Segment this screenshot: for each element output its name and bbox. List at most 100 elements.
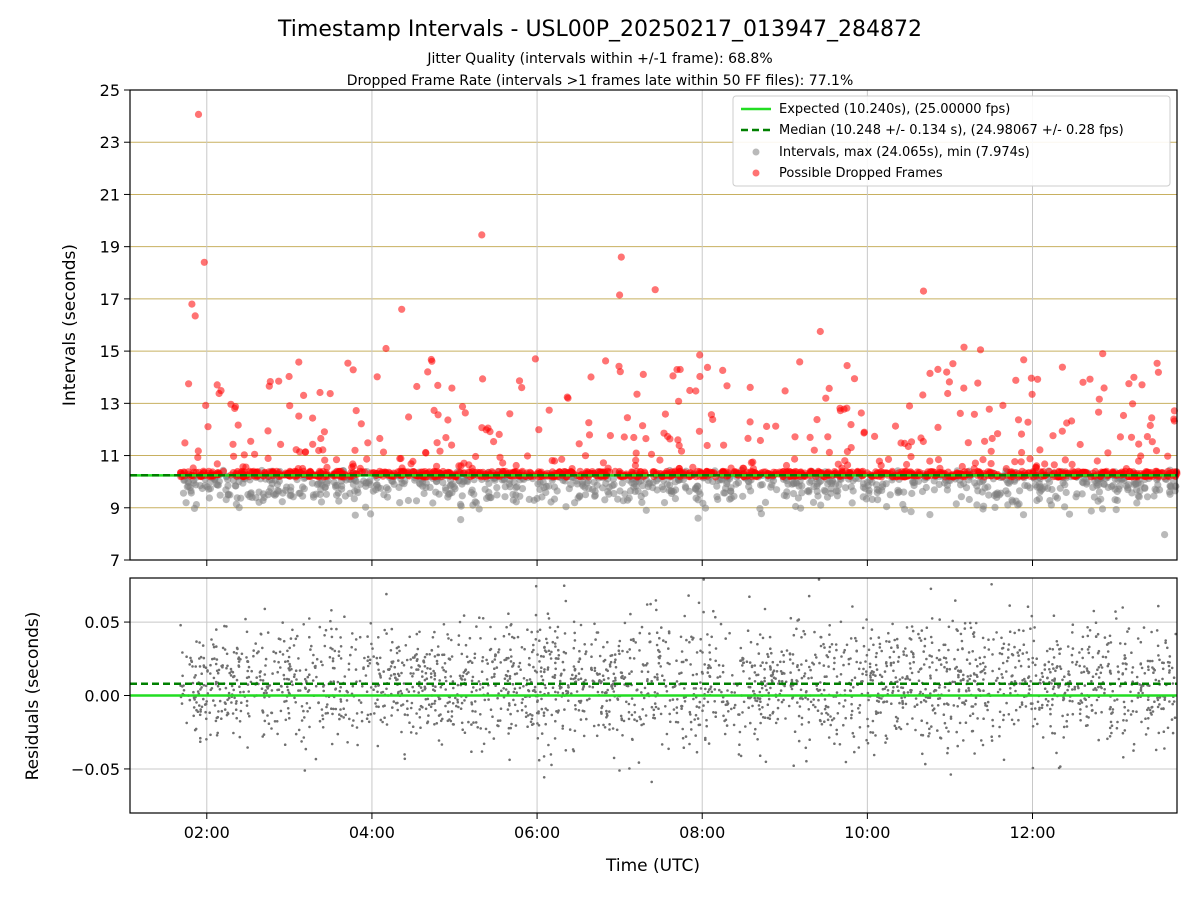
residual-point <box>947 689 951 692</box>
residual-point <box>345 699 349 702</box>
residual-point <box>876 711 880 715</box>
dropped-frame-point <box>1058 427 1066 435</box>
residual-point <box>499 661 503 664</box>
residual-point <box>826 705 830 709</box>
residual-point <box>305 702 309 705</box>
residual-point <box>443 662 447 665</box>
interval-point <box>745 483 753 491</box>
residual-point <box>330 635 334 639</box>
residual-point <box>618 639 622 643</box>
dropped-frame-point <box>1041 460 1049 468</box>
residual-point <box>369 622 373 625</box>
dropped-frame-point <box>676 365 684 374</box>
residual-point <box>667 747 670 751</box>
residual-point <box>470 750 473 753</box>
dropped-frame-point <box>987 447 995 455</box>
residual-point <box>857 667 861 671</box>
residual-point <box>919 639 923 642</box>
residual-point <box>612 672 616 676</box>
residual-point <box>393 665 397 669</box>
interval-point <box>1016 487 1024 495</box>
residual-point <box>263 673 267 676</box>
residual-point <box>360 719 364 723</box>
residual-point <box>470 679 474 683</box>
residual-point <box>855 660 858 664</box>
residual-point <box>901 706 905 709</box>
residual-point <box>998 652 1002 655</box>
interval-point <box>429 499 437 507</box>
residual-point <box>622 719 626 723</box>
residual-point <box>951 619 954 623</box>
residual-point <box>464 643 468 647</box>
interval-point <box>472 499 480 507</box>
residual-point <box>613 660 617 664</box>
dropped-frame-point <box>523 452 532 460</box>
residual-point <box>478 616 481 619</box>
residual-point <box>979 670 982 674</box>
residual-point <box>285 699 288 703</box>
dropped-frame-point <box>1068 417 1076 425</box>
residual-point <box>830 643 834 646</box>
residual-point <box>865 670 868 673</box>
residual-point <box>865 673 868 677</box>
residual-point <box>554 657 558 660</box>
residual-point <box>540 675 543 678</box>
residual-point <box>679 635 683 639</box>
residual-point <box>1077 702 1080 705</box>
residual-point <box>644 714 648 717</box>
residual-point <box>553 673 557 677</box>
residual-point <box>853 750 856 754</box>
interval-point <box>835 481 843 489</box>
residual-point <box>964 689 968 692</box>
residual-point <box>577 660 580 663</box>
residual-point <box>424 687 427 690</box>
residual-point <box>193 698 196 701</box>
residual-point <box>732 723 736 727</box>
residual-point <box>898 726 901 729</box>
residual-point <box>582 734 586 738</box>
residual-point <box>239 658 242 661</box>
interval-point <box>374 483 382 492</box>
residual-point <box>750 664 754 668</box>
residual-point <box>322 685 325 688</box>
residual-point <box>866 691 870 695</box>
residual-point <box>539 690 542 694</box>
residual-point <box>954 667 957 670</box>
interval-point <box>187 489 195 497</box>
dropped-frame-point <box>1122 465 1130 473</box>
residual-point <box>1156 705 1160 709</box>
residual-point <box>830 718 834 722</box>
residual-point <box>796 701 799 704</box>
residual-point <box>908 678 912 682</box>
residual-point <box>880 675 884 678</box>
residual-point <box>922 663 926 666</box>
residual-point <box>906 691 910 694</box>
residual-point <box>224 702 227 705</box>
residual-point <box>640 625 644 629</box>
residual-point <box>769 674 773 677</box>
residual-point <box>358 635 362 639</box>
dropped-frame-point <box>692 387 700 395</box>
residual-point <box>742 700 746 704</box>
residual-point <box>575 690 579 693</box>
residual-point <box>732 682 736 686</box>
dropped-frame-point <box>558 455 566 463</box>
dropped-frame-point <box>1050 461 1058 469</box>
residual-point <box>563 632 567 635</box>
residual-point <box>1170 718 1174 721</box>
residual-point <box>266 714 269 717</box>
residual-point <box>766 703 770 706</box>
residual-point <box>450 655 454 658</box>
residual-point <box>1156 696 1159 700</box>
dropped-frame-point <box>213 381 221 389</box>
residual-point <box>1150 630 1153 634</box>
residual-point <box>723 732 727 736</box>
residual-point <box>421 689 424 693</box>
residual-point <box>844 716 847 720</box>
residual-point <box>456 698 459 702</box>
residual-point <box>766 652 769 656</box>
residual-point <box>892 686 895 689</box>
dropped-frame-point <box>875 457 884 465</box>
interval-point <box>470 490 478 498</box>
residual-point <box>303 769 307 772</box>
